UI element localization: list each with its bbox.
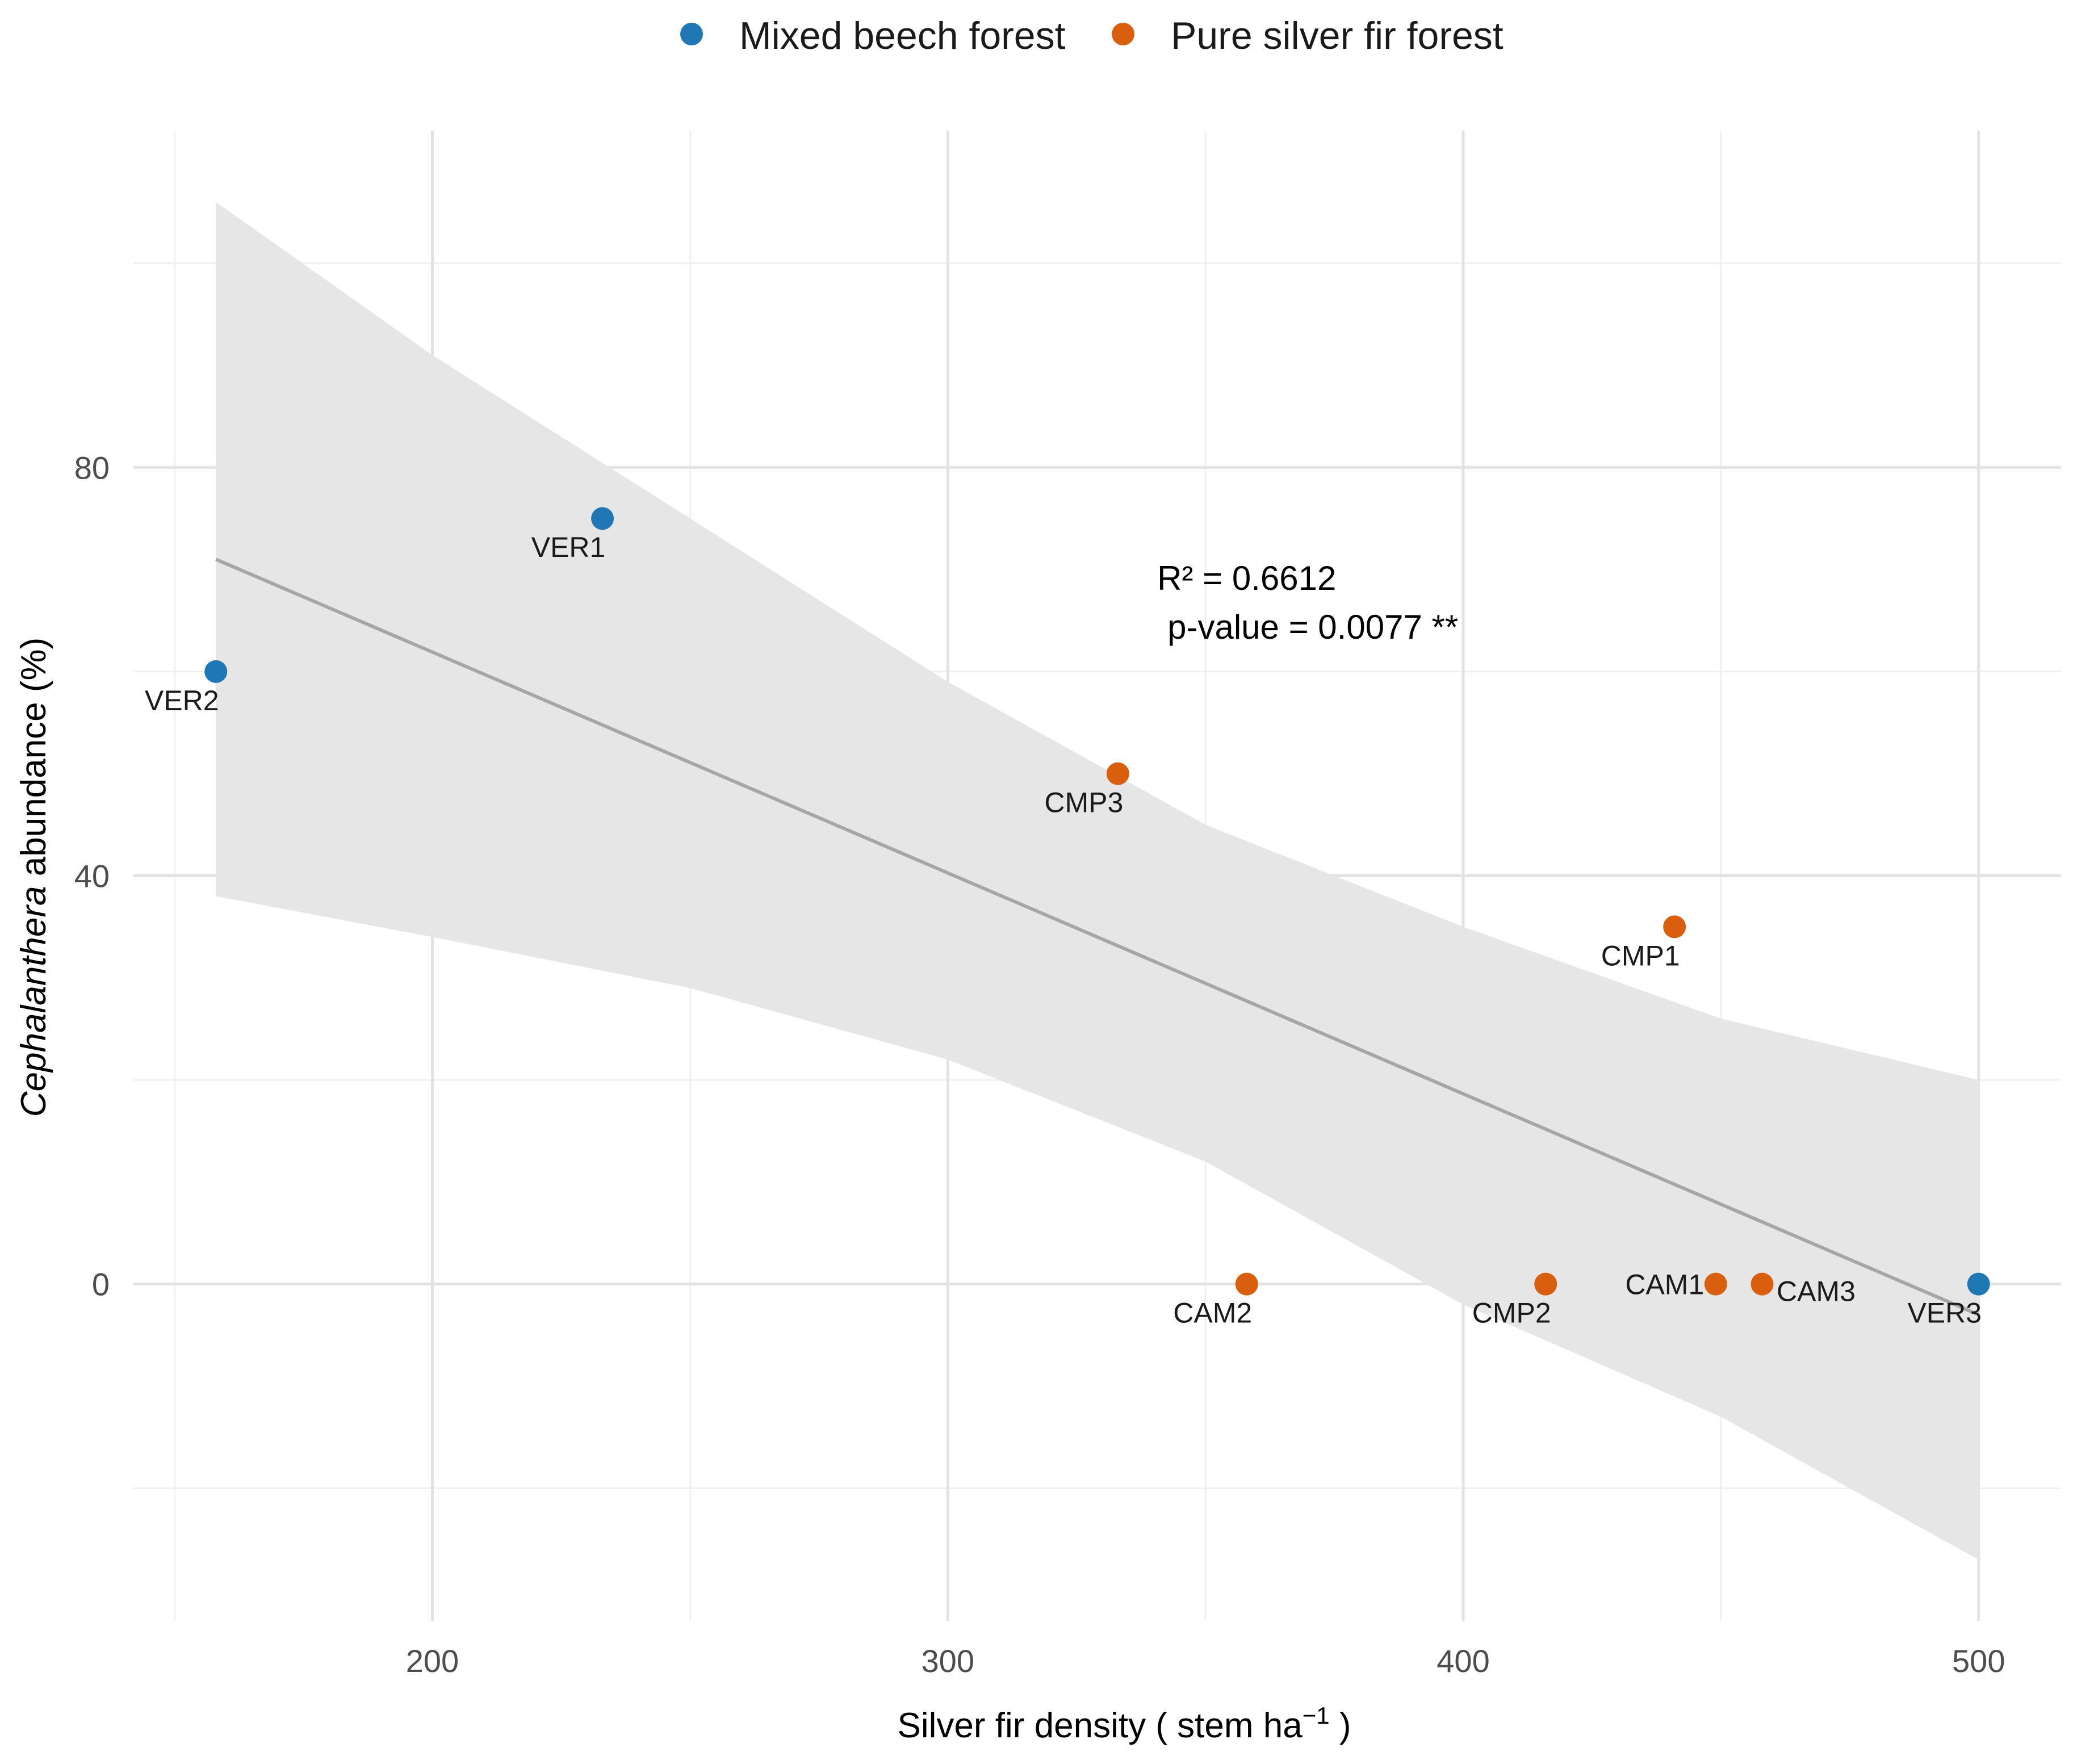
- point-label-cmp2: CMP2: [1472, 1297, 1551, 1329]
- r-squared-label: R² = 0.6612: [1157, 559, 1336, 597]
- point-label-cam3: CAM3: [1777, 1276, 1856, 1308]
- data-point-cam2: [1235, 1272, 1258, 1296]
- fit-line-layer: [215, 558, 1979, 1317]
- point-label-ver2: VER2: [145, 685, 219, 717]
- y-tick-label: 0: [92, 1267, 110, 1302]
- data-point-ver2: [204, 660, 228, 683]
- x-axis-title: Silver fir density ( stem ha−1 ): [898, 1702, 1351, 1745]
- point-label-ver1: VER1: [531, 531, 606, 563]
- point-label-cam2: CAM2: [1173, 1297, 1252, 1329]
- legend-label-pure-silver-fir: Pure silver fir forest: [1171, 14, 1504, 57]
- x-tick-label: 300: [922, 1643, 974, 1679]
- regression-annotation: R² = 0.6612 p-value = 0.0077 **: [1157, 559, 1458, 646]
- tick-labels: 200 300 400 500 0 40 80: [74, 450, 2005, 1679]
- data-point-ver3: [1967, 1272, 1990, 1296]
- confidence-band: [216, 202, 1979, 1560]
- data-point-ver1: [591, 507, 614, 530]
- legend: Mixed beech forest Pure silver fir fores…: [680, 14, 1504, 57]
- regression-line: [215, 558, 1979, 1317]
- legend-marker-pure-silver-fir: [1112, 23, 1134, 45]
- confidence-band-layer: [216, 202, 1979, 1560]
- data-point-cmp3: [1106, 762, 1129, 785]
- x-tick-label: 400: [1437, 1643, 1489, 1679]
- data-point-cam3: [1750, 1272, 1774, 1296]
- x-tick-label: 200: [406, 1643, 459, 1679]
- point-label-ver3: VER3: [1907, 1297, 1982, 1329]
- point-label-cmp1: CMP1: [1601, 940, 1680, 971]
- data-point-cmp2: [1534, 1272, 1557, 1296]
- points-layer: VER1 VER2 VER3 CMP3 CMP1 CAM2 CMP2 CAM1 CAM3: [145, 507, 1990, 1329]
- data-point-cmp1: [1663, 915, 1686, 938]
- x-tick-label: 500: [1952, 1643, 2005, 1679]
- legend-label-mixed-beech: Mixed beech forest: [739, 14, 1066, 57]
- legend-marker-mixed-beech: [680, 23, 703, 45]
- point-label-cam1: CAM1: [1625, 1269, 1704, 1301]
- point-label-cmp3: CMP3: [1044, 787, 1123, 819]
- y-tick-label: 40: [74, 858, 110, 894]
- p-value-label: p-value = 0.0077 **: [1167, 608, 1458, 646]
- y-tick-label: 80: [74, 450, 110, 485]
- data-point-cam1: [1704, 1272, 1727, 1296]
- y-axis-title: Cephalanthera abundance (%): [14, 638, 53, 1117]
